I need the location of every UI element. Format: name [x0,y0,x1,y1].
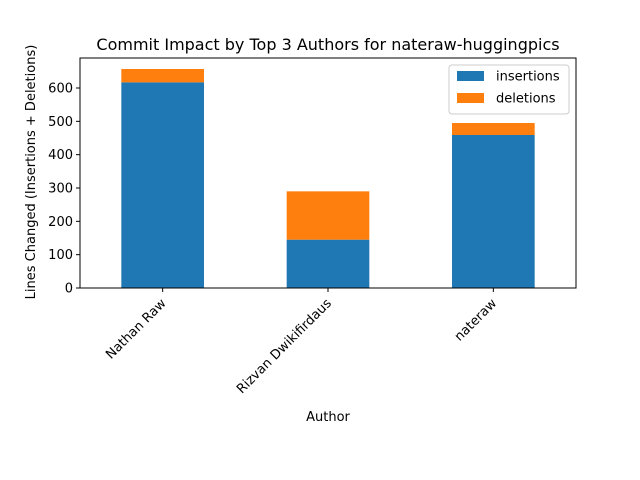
legend-swatch-deletions [457,93,484,103]
x-tick-label: Nathan Raw [103,296,170,363]
x-tick-label: nateraw [452,296,501,345]
legend-label-deletions: deletions [496,92,556,107]
legend: insertions deletions [448,64,570,115]
bar-insertions [452,135,535,288]
bar-deletions [121,69,204,83]
bar-deletions [286,191,370,240]
y-tick-label: 600 [48,82,73,97]
bars-layer [121,69,535,288]
x-axis-label: Author [306,410,350,425]
legend-swatch-insertions [457,71,484,81]
y-tick-label: 400 [48,148,73,163]
y-axis-label: Lines Changed (Insertions + Deletions) [24,45,39,300]
y-tick-label: 300 [48,182,73,197]
y-tick-label: 500 [48,115,73,130]
y-tick-label: 100 [48,248,73,263]
legend-label-insertions: insertions [496,70,560,85]
x-tick-label: Rizvan Dwikifirdaus [234,296,335,397]
y-tick-label: 0 [65,282,73,297]
bar-insertions [121,82,204,288]
bar-deletions [452,123,535,135]
chart-title: Commit Impact by Top 3 Authors for nater… [96,35,559,54]
y-tick-label: 200 [48,215,73,230]
bar-insertions [286,239,370,288]
